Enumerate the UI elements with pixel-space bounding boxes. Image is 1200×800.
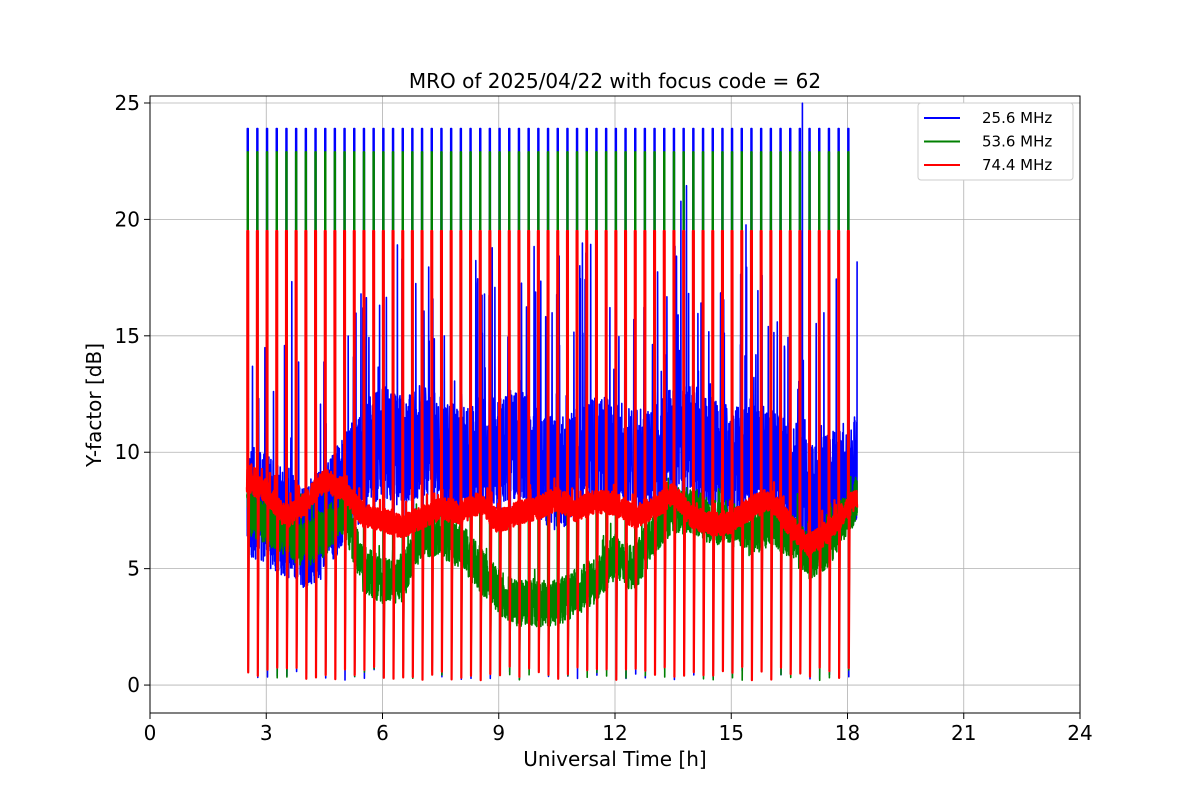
x-axis-title: Universal Time [h] bbox=[523, 747, 706, 771]
x-tick-label: 18 bbox=[835, 721, 860, 745]
x-tick-label: 0 bbox=[144, 721, 157, 745]
y-tick-label: 5 bbox=[127, 557, 140, 581]
plot-series bbox=[245, 102, 859, 682]
legend: 25.6 MHz 53.6 MHz 74.4 MHz bbox=[917, 102, 1074, 181]
legend-label: 25.6 MHz bbox=[982, 109, 1052, 127]
x-tick-label: 24 bbox=[1067, 721, 1092, 745]
chart-title: MRO of 2025/04/22 with focus code = 62 bbox=[409, 69, 821, 93]
legend-label: 53.6 MHz bbox=[982, 133, 1052, 151]
y-axis-title: Y-factor [dB] bbox=[82, 343, 106, 468]
y-tick-label: 10 bbox=[115, 440, 140, 464]
y-tick-label: 15 bbox=[115, 324, 140, 348]
y-tick-label: 20 bbox=[115, 207, 140, 231]
x-tick-label: 12 bbox=[602, 721, 627, 745]
x-tick-label: 6 bbox=[376, 721, 389, 745]
axes: 0 3 6 9 12 15 18 21 24 0 5 10 15 20 25 bbox=[115, 91, 1093, 745]
y-tick-label: 25 bbox=[115, 91, 140, 115]
series-line-25-6-mhz bbox=[246, 102, 858, 681]
legend-label: 74.4 MHz bbox=[982, 156, 1052, 174]
x-tick-label: 3 bbox=[260, 721, 273, 745]
x-tick-label: 15 bbox=[719, 721, 744, 745]
legend-box bbox=[917, 102, 1074, 181]
x-tick-label: 9 bbox=[492, 721, 505, 745]
y-tick-label: 0 bbox=[127, 673, 140, 697]
x-tick-label: 21 bbox=[951, 721, 976, 745]
series-line-74-4-mhz bbox=[245, 229, 859, 682]
